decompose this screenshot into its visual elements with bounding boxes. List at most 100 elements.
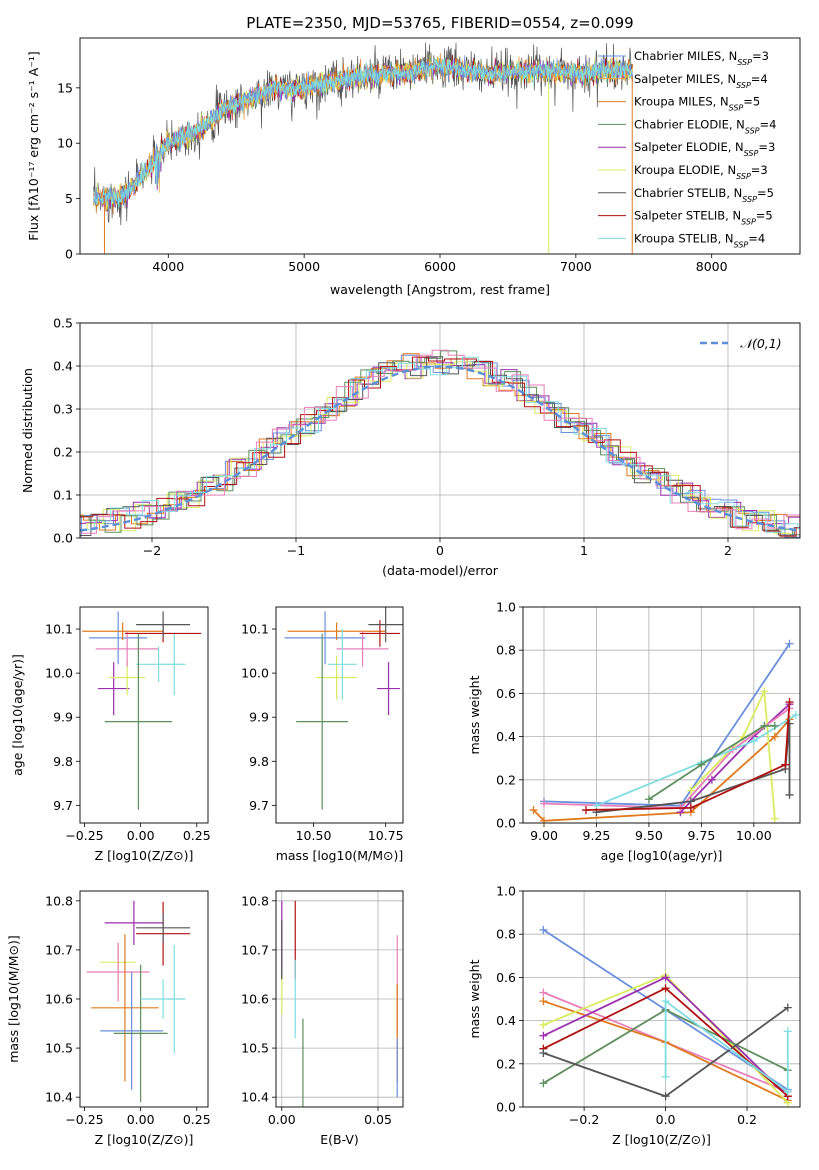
y-axis-label: age [log10(age/yr)] bbox=[10, 654, 25, 776]
y-tick-label: 0.4 bbox=[496, 1013, 516, 1028]
weight-marker bbox=[697, 760, 706, 769]
y-tick-label: 10.4 bbox=[45, 1090, 73, 1105]
histogram-salpeter-elodie bbox=[80, 356, 800, 525]
legend-entry: Chabrier STELIB, NSSP=5 bbox=[634, 186, 774, 204]
y-axis-label: mass weight bbox=[467, 959, 482, 1038]
weight-marker bbox=[539, 1020, 548, 1029]
weight-marker bbox=[539, 997, 548, 1006]
legend-entry: Kroupa ELODIE, NSSP=3 bbox=[634, 163, 768, 181]
weight-marker bbox=[770, 814, 779, 823]
y-tick-label: 9.9 bbox=[53, 710, 73, 725]
y-tick-label: 15 bbox=[57, 80, 73, 95]
weight-marker bbox=[661, 984, 670, 993]
y-tick-label: 1.0 bbox=[496, 600, 516, 615]
x-tick-label: −2 bbox=[143, 543, 161, 558]
spectrum-line-kroupa-stelib bbox=[93, 57, 633, 209]
x-axis-label: Z [log10(Z/Z⊙)] bbox=[612, 1132, 711, 1147]
weight-marker bbox=[686, 803, 695, 812]
x-tick-label: 9.25 bbox=[583, 828, 611, 843]
weight-line-kroupa-elodie bbox=[690, 687, 776, 819]
x-tick-label: 6000 bbox=[424, 259, 456, 274]
weight-marker bbox=[529, 806, 538, 815]
weight-line-salpeter-stelib bbox=[585, 701, 791, 811]
x-tick-label: 9.00 bbox=[530, 828, 558, 843]
x-tick-label: 10.50 bbox=[296, 828, 332, 843]
weight-marker bbox=[791, 711, 800, 719]
weight-line-pink bbox=[543, 707, 791, 809]
y-tick-label: 0.8 bbox=[496, 927, 516, 942]
y-tick-label: 10.8 bbox=[45, 893, 73, 908]
axes-frame bbox=[275, 890, 404, 1108]
x-tick-label: 10.00 bbox=[736, 828, 772, 843]
weight-marker bbox=[783, 1003, 792, 1012]
weight-marker bbox=[661, 1072, 670, 1081]
legend-entry: Salpeter MILES, NSSP=4 bbox=[634, 72, 768, 90]
histogram-pink bbox=[80, 349, 800, 538]
y-tick-label: 0.0 bbox=[496, 816, 516, 831]
y-axis-label: mass [log10(M/M⊙)] bbox=[6, 935, 21, 1063]
x-tick-label: 1 bbox=[580, 543, 588, 558]
y-tick-label: 10.5 bbox=[241, 1041, 269, 1056]
x-tick-label: 0.00 bbox=[127, 1112, 155, 1127]
y-axis-label: mass weight bbox=[467, 675, 482, 754]
x-axis-label: wavelength [Angstrom, rest frame] bbox=[330, 282, 550, 297]
y-tick-label: 10.6 bbox=[241, 992, 269, 1007]
axes-frame bbox=[79, 606, 209, 824]
residual-histogram-panel: −2 −1 0 1 2 0.0 0.1 0.2 0.3 0.4 0.5 𝒩(0,1) (data-mod… bbox=[20, 316, 801, 578]
mass-vs-metallicity-panel: −0.25 0.00 0.25 10.4 10.5 10.6 10.7 10.8 Z [log1… bbox=[6, 890, 211, 1147]
age-vs-mass-panel: 10.50 10.75 9.7 9.8 9.9 10.0 10.1 mass [log10(M… bbox=[241, 606, 404, 863]
legend-entry: Salpeter ELODIE, NSSP=3 bbox=[634, 140, 775, 158]
y-tick-label: 0.2 bbox=[496, 1056, 516, 1071]
x-axis-label: age [log10(age/yr)] bbox=[601, 848, 723, 863]
x-tick-label: −0.25 bbox=[65, 1112, 103, 1127]
weight-marker bbox=[785, 698, 794, 707]
weight-line-kroupa-stelib bbox=[664, 999, 789, 1094]
weight-marker bbox=[770, 721, 779, 730]
weight-marker bbox=[760, 687, 769, 696]
x-tick-label: 0.00 bbox=[127, 828, 155, 843]
y-tick-label: 9.7 bbox=[249, 798, 269, 813]
legend-entry: Chabrier ELODIE, NSSP=4 bbox=[634, 117, 776, 135]
x-tick-label: 0 bbox=[436, 543, 444, 558]
y-tick-label: 0.3 bbox=[53, 402, 73, 417]
legend-entry: Kroupa STELIB, NSSP=4 bbox=[634, 231, 765, 249]
y-tick-label: 0.0 bbox=[496, 1100, 516, 1115]
y-tick-label: 0.4 bbox=[53, 359, 73, 374]
weight-marker bbox=[785, 639, 794, 648]
weight-marker bbox=[539, 1079, 548, 1088]
y-tick-label: 0.2 bbox=[496, 772, 516, 787]
mass-vs-ebv-panel: 0.00 0.05 10.4 10.5 10.6 10.7 10.8 E(B-V) bbox=[241, 890, 404, 1147]
x-tick-label: 0.25 bbox=[183, 1112, 211, 1127]
x-tick-label: 9.50 bbox=[635, 828, 663, 843]
x-axis-label: (data-model)/error bbox=[382, 563, 499, 578]
x-axis-label: Z [log10(Z/Z⊙)] bbox=[95, 1132, 194, 1147]
weight-marker bbox=[783, 1087, 792, 1096]
histogram-salpeter-stelib bbox=[80, 356, 800, 537]
y-tick-label: 0.1 bbox=[53, 488, 73, 503]
legend-entry: Salpeter STELIB, NSSP=5 bbox=[634, 209, 773, 227]
y-tick-label: 10.0 bbox=[45, 666, 73, 681]
x-axis-label: E(B-V) bbox=[320, 1132, 359, 1147]
x-tick-label: 0.00 bbox=[268, 1112, 296, 1127]
y-axis-label: Flux [fλ10⁻¹⁷ erg cm⁻² s⁻¹ A⁻¹] bbox=[26, 51, 41, 240]
legend-entry: Kroupa MILES, NSSP=5 bbox=[634, 95, 760, 113]
x-axis-label: Z [log10(Z/Z⊙)] bbox=[95, 848, 194, 863]
y-tick-label: 1.0 bbox=[496, 884, 516, 899]
y-tick-label: 0.5 bbox=[53, 316, 73, 331]
age-vs-metallicity-panel: −0.25 0.00 0.25 9.7 9.8 9.9 10.0 10.1 Z [log10(Z… bbox=[10, 606, 211, 863]
y-tick-label: 0.6 bbox=[496, 970, 516, 985]
weight-marker bbox=[539, 1049, 548, 1057]
spectrum-legend: Chabrier MILES, NSSP=3 Salpeter MILES, NS… bbox=[598, 49, 776, 249]
weight-marker bbox=[581, 806, 590, 815]
axes-frame bbox=[79, 322, 801, 539]
x-tick-label: 0.2 bbox=[737, 1112, 757, 1127]
normal-reference-curve bbox=[79, 365, 801, 532]
mass-weight-vs-age-panel: 9.00 9.25 9.50 9.75 10.00 0.0 0.2 0.4 0.6 0.8 1.0 a… bbox=[467, 600, 801, 863]
weight-marker bbox=[539, 799, 548, 808]
axes-frame bbox=[522, 890, 801, 1108]
weight-marker bbox=[686, 786, 695, 795]
histogram-kroupa-stelib bbox=[80, 356, 800, 533]
weight-line-chabrier-elodie bbox=[648, 724, 775, 800]
figure-title: PLATE=2350, MJD=53765, FIBERID=0554, z=0… bbox=[246, 14, 633, 32]
